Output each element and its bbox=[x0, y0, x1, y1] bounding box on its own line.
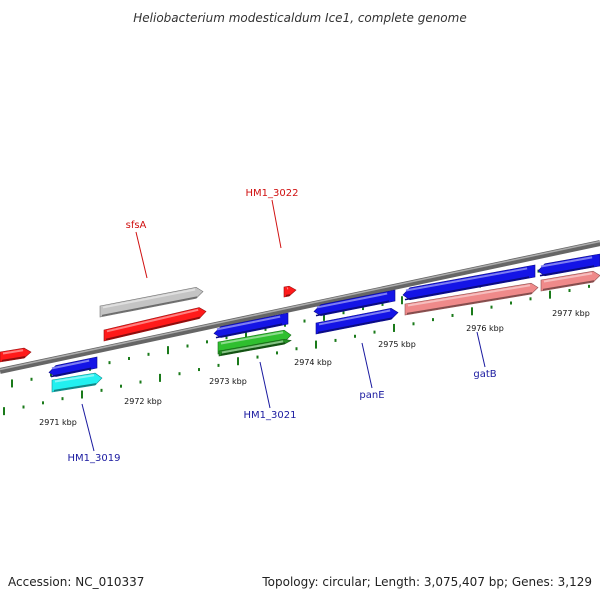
genome-backbone bbox=[0, 240, 600, 374]
gene-highlight bbox=[316, 292, 388, 309]
gene-highlight bbox=[405, 267, 528, 292]
gene-body bbox=[540, 270, 600, 292]
gene-label-HM1_3021: HM1_3021 bbox=[244, 410, 297, 421]
gene-highlight bbox=[318, 309, 391, 326]
gene-highlight bbox=[2, 349, 24, 355]
gene-left-red bbox=[0, 347, 32, 363]
gene-highlight bbox=[221, 340, 284, 354]
gene-highlight bbox=[102, 288, 196, 309]
scale-label-kbp-2974: 2974 kbp bbox=[294, 358, 332, 367]
inner-tick-track bbox=[3, 284, 590, 416]
gene-body bbox=[99, 287, 204, 318]
gene-right-top bbox=[537, 253, 600, 277]
gene-panE bbox=[315, 308, 399, 335]
gene-shadow bbox=[215, 323, 283, 339]
scale-label-kbp-2973: 2973 kbp bbox=[209, 377, 247, 386]
backbone-highlight bbox=[0, 240, 600, 371]
gene-highlight bbox=[106, 308, 199, 333]
scale-labels: 2971 kbp 2972 kbp 2973 kbp 2974 kbp 2975 kbp… bbox=[39, 309, 590, 427]
gene-label-panE: panE bbox=[359, 390, 384, 401]
scale-label-kbp-2972: 2972 kbp bbox=[124, 397, 162, 406]
gene-shadow bbox=[220, 342, 286, 356]
scale-label-kbp-2976: 2976 kbp bbox=[466, 324, 504, 333]
gene-highlight bbox=[220, 331, 284, 345]
gene-body bbox=[51, 372, 103, 393]
map-title: Heliobacterium modesticaldum Ice1, compl… bbox=[133, 11, 466, 25]
gene-label-HM1_3022: HM1_3022 bbox=[246, 188, 299, 199]
gene-shadow bbox=[539, 265, 595, 277]
gene-right-salmon bbox=[540, 270, 600, 292]
gene-label-HM1_3019: HM1_3019 bbox=[68, 453, 121, 464]
gene-labels: sfsA HM1_3022 HM1_3019 HM1_3021 panE gatB bbox=[68, 188, 497, 464]
gene-panE-top bbox=[313, 289, 396, 317]
gene-features bbox=[0, 253, 600, 393]
topology-text: Topology: circular; Length: 3,075,407 bp… bbox=[261, 575, 592, 589]
gene-highlight bbox=[407, 284, 531, 307]
gene-highlight bbox=[54, 374, 95, 383]
gene-highlight bbox=[540, 256, 593, 268]
scale-label-kbp-2977: 2977 kbp bbox=[552, 309, 590, 318]
leader-HM1_3022 bbox=[271, 199, 282, 249]
gene-HM1_3021-b bbox=[218, 338, 292, 357]
gene-shadow bbox=[101, 296, 198, 317]
gene-gray bbox=[99, 287, 204, 318]
leader-HM1_3021 bbox=[259, 361, 271, 409]
gene-shadow bbox=[315, 300, 390, 317]
gene-HM1_3019-top bbox=[48, 356, 98, 378]
gene-label-gatB: gatB bbox=[473, 369, 496, 380]
gene-shadow bbox=[285, 294, 291, 297]
gene-body bbox=[0, 347, 32, 363]
gene-highlight bbox=[51, 359, 90, 370]
leader-panE bbox=[361, 342, 373, 389]
gene-gatB-top bbox=[402, 264, 536, 301]
gene-gatB bbox=[404, 282, 539, 316]
gene-body bbox=[103, 307, 207, 342]
gene-highlight bbox=[216, 315, 281, 331]
gene-shadow bbox=[404, 276, 530, 301]
gene-shadow bbox=[53, 383, 97, 392]
backbone-line bbox=[0, 240, 600, 374]
gene-highlight bbox=[543, 272, 593, 283]
gene-label-sfsA: sfsA bbox=[126, 220, 147, 231]
gene-shadow bbox=[406, 292, 533, 315]
leader-gatB bbox=[476, 331, 486, 368]
gene-shadow bbox=[105, 316, 201, 341]
gene-shadow bbox=[1, 356, 26, 362]
gene-body bbox=[404, 282, 539, 316]
gene-shadow bbox=[542, 280, 595, 291]
gene-HM1_3021-top bbox=[213, 312, 289, 339]
gene-body bbox=[315, 308, 399, 335]
scale-label-kbp-2971: 2971 kbp bbox=[39, 418, 77, 427]
gene-HM1_3022 bbox=[283, 285, 297, 298]
leader-HM1_3019 bbox=[81, 403, 95, 452]
label-leader-lines bbox=[81, 199, 486, 452]
gene-body bbox=[283, 285, 297, 298]
gene-HM1_3019 bbox=[51, 372, 103, 393]
accession-text: Accession: NC_010337 bbox=[8, 575, 144, 589]
gene-sfsA bbox=[103, 307, 207, 342]
scale-label-kbp-2975: 2975 kbp bbox=[378, 340, 416, 349]
leader-sfsA bbox=[135, 231, 148, 279]
gene-shadow bbox=[317, 317, 393, 334]
gene-shadow bbox=[50, 367, 92, 378]
